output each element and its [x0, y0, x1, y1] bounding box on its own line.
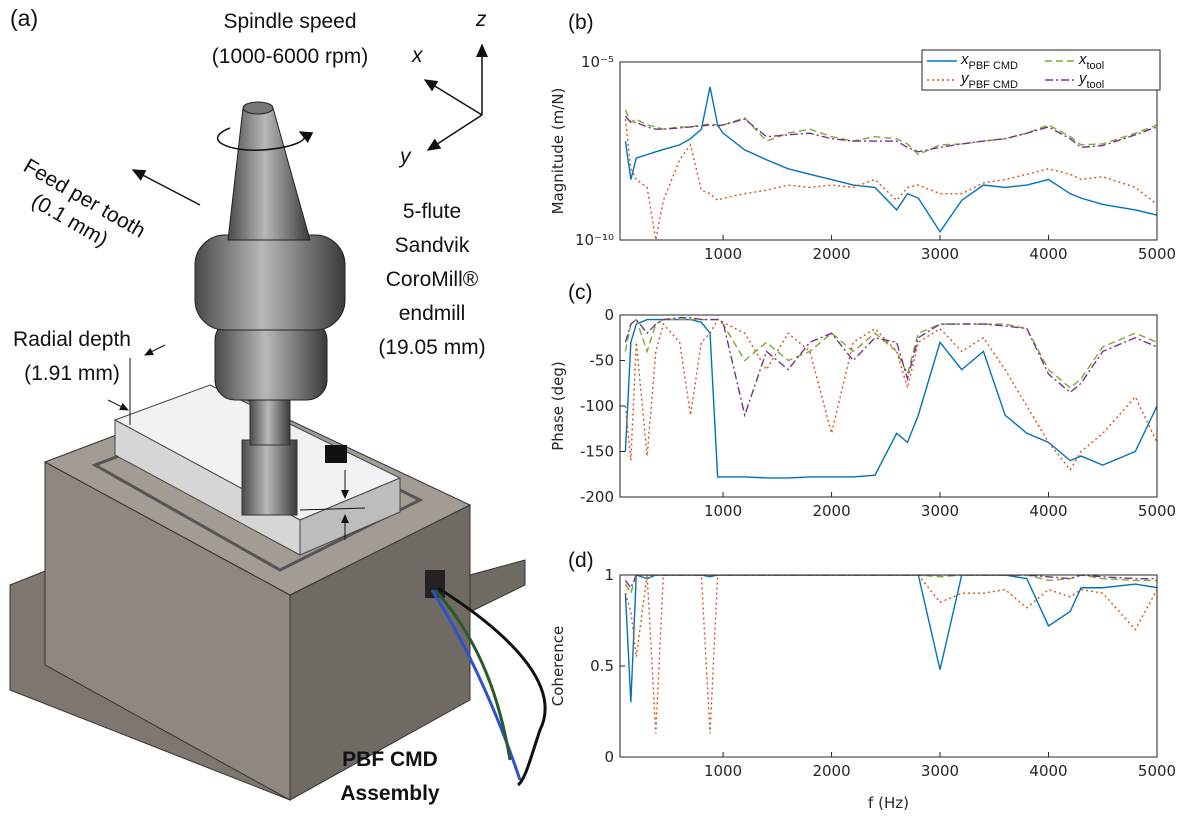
axis-arrow	[426, 114, 483, 151]
data-line	[624, 109, 1157, 156]
x-tick-label: 3000	[921, 502, 959, 520]
x-axis-label: f (Hz)	[868, 794, 909, 812]
holder-nut	[214, 319, 328, 401]
axis-name: x	[411, 44, 424, 67]
taper	[227, 107, 311, 241]
plot-frame	[619, 61, 1158, 241]
annotation: (1.91 mm)	[24, 362, 120, 385]
x-tick-label: 5000	[1138, 762, 1176, 780]
x-tick-label: 5000	[1138, 502, 1176, 520]
y-axis-label: Phase (deg)	[549, 361, 567, 451]
y-tick-label: -100	[580, 397, 614, 415]
dimension-arrow	[144, 344, 166, 356]
annotation: CoroMill®	[386, 268, 479, 291]
y-axis-label: Coherence	[549, 626, 567, 706]
data-line	[624, 575, 1157, 590]
x-tick-label: 1000	[704, 502, 742, 520]
legend-label: xtool	[1078, 51, 1104, 72]
y-tick-label: 1	[604, 566, 614, 584]
series-group	[624, 86, 1157, 240]
cable	[437, 586, 547, 787]
x-tick-label: 2000	[812, 762, 850, 780]
y-tick-label: -50	[590, 352, 615, 370]
rotation-arrow	[216, 127, 314, 151]
x-tick-label: 1000	[704, 762, 742, 780]
annotation: 5-flute	[403, 200, 461, 223]
shank	[249, 394, 291, 446]
y-tick-label: 0.5	[590, 657, 614, 675]
annotation: Spindle speed	[223, 10, 356, 33]
x-tick-label: 5000	[1138, 245, 1176, 263]
annotation: endmill	[399, 302, 466, 325]
y-tick-label: 10⁻¹⁰	[575, 231, 614, 249]
plot-area	[620, 575, 1157, 757]
data-line	[624, 317, 1157, 418]
y-tick-label: -150	[580, 443, 614, 461]
workpiece-side	[299, 477, 401, 556]
annotation: Radial depth	[13, 328, 131, 351]
annotation: Sandvik	[395, 234, 470, 257]
panel-label: (a)	[10, 5, 38, 31]
cable	[430, 589, 522, 781]
annotation: (19.05 mm)	[378, 336, 485, 359]
panel-label: (d)	[568, 549, 594, 572]
x-tick-label: 1000	[704, 245, 742, 263]
cable	[433, 588, 512, 761]
taper-top	[242, 101, 274, 115]
feed-arrow	[131, 169, 201, 206]
x-tick-label: 2000	[812, 502, 850, 520]
plot-area	[620, 315, 1157, 497]
holder-flange	[194, 234, 346, 331]
panel-label: (b)	[568, 11, 594, 34]
dimension-arrow	[107, 399, 129, 411]
bolt	[325, 445, 347, 463]
axis-arrow	[423, 79, 483, 116]
data-line	[624, 115, 1157, 153]
x-tick-label: 3000	[921, 245, 959, 263]
x-tick-label: 4000	[1029, 502, 1067, 520]
y-tick-label: 10⁻⁵	[581, 53, 614, 71]
legend-label: yPBF CMD	[960, 70, 1018, 91]
annotation: PBF CMD	[342, 748, 438, 771]
axis-name: z	[475, 8, 487, 31]
annotation: Assembly	[340, 782, 440, 805]
legend-label: ytool	[1078, 70, 1104, 91]
panel-label: (c)	[568, 281, 593, 304]
base-flange	[469, 559, 526, 613]
legend-box	[921, 49, 1161, 91]
series-group	[624, 575, 1157, 734]
data-line	[624, 575, 1157, 595]
data-line	[624, 86, 1157, 234]
data-line	[624, 575, 1157, 703]
y-tick-label: -200	[580, 488, 614, 506]
x-tick-label: 3000	[921, 762, 959, 780]
cutter	[241, 439, 298, 516]
x-tick-label: 2000	[812, 245, 850, 263]
x-tick-label: 4000	[1029, 762, 1067, 780]
y-axis-label: Magnitude (m/N)	[549, 88, 567, 215]
axis-name: y	[398, 145, 412, 168]
legend-label: xPBF CMD	[960, 51, 1018, 72]
data-line	[624, 318, 1157, 471]
illustration: (a) Spindle speed (1000-6000 rpm) x z y …	[9, 5, 547, 805]
dimension-line	[299, 507, 366, 511]
x-tick-label: 4000	[1029, 245, 1067, 263]
annotation: (1000-6000 rpm)	[212, 45, 368, 68]
y-tick-label: 0	[604, 306, 614, 324]
series-group	[624, 317, 1157, 479]
y-tick-label: 0	[604, 748, 614, 766]
